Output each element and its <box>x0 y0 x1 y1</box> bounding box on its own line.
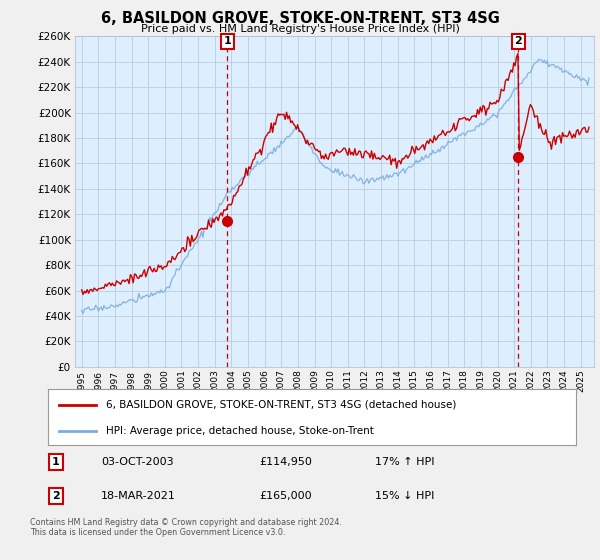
Text: 6, BASILDON GROVE, STOKE-ON-TRENT, ST3 4SG (detached house): 6, BASILDON GROVE, STOKE-ON-TRENT, ST3 4… <box>106 400 457 410</box>
Text: 03-OCT-2003: 03-OCT-2003 <box>101 457 173 467</box>
Text: 18-MAR-2021: 18-MAR-2021 <box>101 491 176 501</box>
Text: HPI: Average price, detached house, Stoke-on-Trent: HPI: Average price, detached house, Stok… <box>106 426 374 436</box>
Text: £114,950: £114,950 <box>259 457 312 467</box>
Text: £165,000: £165,000 <box>259 491 312 501</box>
Text: 15% ↓ HPI: 15% ↓ HPI <box>376 491 435 501</box>
Text: 17% ↑ HPI: 17% ↑ HPI <box>376 457 435 467</box>
Text: 1: 1 <box>52 457 60 467</box>
Text: 1: 1 <box>223 36 231 46</box>
Text: Price paid vs. HM Land Registry's House Price Index (HPI): Price paid vs. HM Land Registry's House … <box>140 24 460 34</box>
Text: 2: 2 <box>514 36 522 46</box>
Text: 6, BASILDON GROVE, STOKE-ON-TRENT, ST3 4SG: 6, BASILDON GROVE, STOKE-ON-TRENT, ST3 4… <box>101 11 499 26</box>
Text: Contains HM Land Registry data © Crown copyright and database right 2024.
This d: Contains HM Land Registry data © Crown c… <box>30 518 342 538</box>
Text: 2: 2 <box>52 491 60 501</box>
